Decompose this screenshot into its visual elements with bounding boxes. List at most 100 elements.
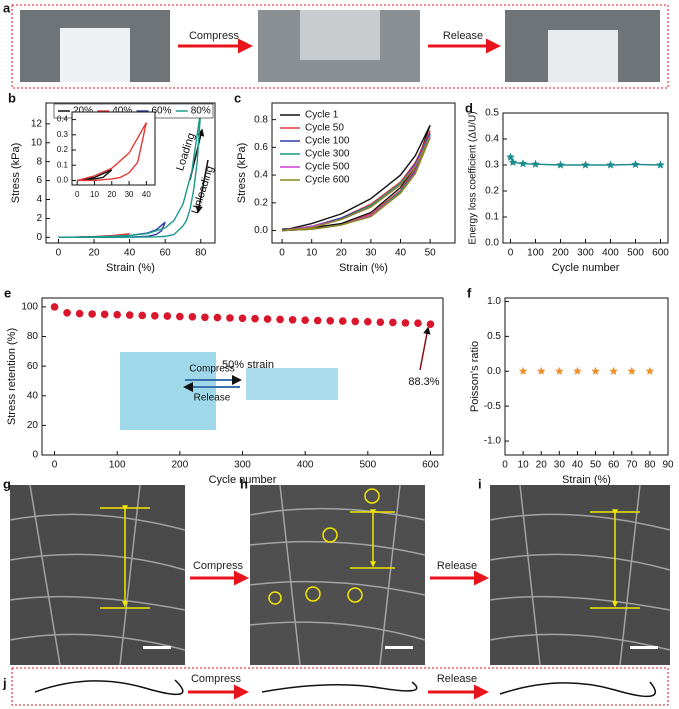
x-tick-label: 0 <box>52 460 58 471</box>
y-tick-label: 0.4 <box>57 115 69 124</box>
chart: 0 10 20 30 40 50 0.0 0.2 0.4 0.6 0.8 Strain (%) Stre… <box>234 90 456 274</box>
data-point <box>238 314 247 323</box>
legend-label: Cycle 600 <box>305 175 350 186</box>
x-tick-label: 40 <box>142 190 151 199</box>
annotation: 88.3% <box>408 376 439 388</box>
legend-label: Cycle 50 <box>305 123 344 134</box>
data-point <box>100 310 109 319</box>
legend-label: Cycle 500 <box>305 162 350 173</box>
x-tick-label: 70 <box>626 460 638 471</box>
legend-label: 60% <box>152 106 172 117</box>
data-point <box>401 319 410 327</box>
y-axis-label: Stress (kPa) <box>236 143 248 204</box>
x-tick-label: 50 <box>425 248 437 259</box>
data-point <box>591 366 600 375</box>
y-tick-label: -1.0 <box>484 436 502 447</box>
y-tick-label: 0 <box>32 450 38 461</box>
x-tick-label: 20 <box>88 248 100 259</box>
x-tick-label: 60 <box>160 248 172 259</box>
data-point <box>609 366 618 375</box>
legend-label: Cycle 100 <box>305 136 350 147</box>
data-point <box>518 366 528 375</box>
data-point <box>508 157 518 167</box>
x-tick-label: 30 <box>125 190 134 199</box>
x-tick-label: 400 <box>297 460 314 471</box>
chart: 0 100 200 300 400 500 600 0.0 0.1 0.2 0.3 0.4 0.5 Cyc… <box>465 100 669 273</box>
x-tick-label: 10 <box>90 190 99 199</box>
panel-label: h <box>240 476 248 491</box>
legend-label: 80% <box>191 106 211 117</box>
panel-label: f <box>467 285 472 300</box>
data-point <box>531 159 540 168</box>
data-point <box>656 160 665 169</box>
plot-frame <box>502 112 669 244</box>
chart: 0 100 200 300 400 500 600 0 20 40 60 80 100 Cycle num… <box>4 285 444 486</box>
y-tick-label: 6 <box>36 175 42 186</box>
data-point <box>176 312 184 321</box>
sem-images <box>9 484 671 666</box>
series-line <box>77 169 113 182</box>
x-axis-label: Strain (%) <box>106 262 155 274</box>
x-tick-label: 200 <box>172 460 189 471</box>
x-tick-label: 0 <box>279 248 285 259</box>
step-label: Release <box>437 560 477 572</box>
step-label: Compress <box>189 30 240 42</box>
y-tick-label: 0.0 <box>487 366 501 377</box>
photo-press <box>300 10 380 60</box>
y-tick-label: 0.8 <box>254 114 268 125</box>
x-tick-label: 90 <box>662 460 674 471</box>
x-tick-label: 20 <box>536 460 548 471</box>
x-tick-label: 500 <box>359 460 376 471</box>
fiber-sketch <box>34 679 656 698</box>
photo-sample <box>60 28 130 82</box>
x-tick-label: 30 <box>554 460 566 471</box>
y-tick-label: 0.2 <box>254 197 268 208</box>
x-tick-label: 50 <box>590 460 602 471</box>
x-tick-label: 200 <box>552 248 569 259</box>
x-tick-label: 500 <box>627 248 644 259</box>
y-tick-label: 4 <box>36 194 42 205</box>
x-tick-label: 80 <box>644 460 656 471</box>
y-tick-label: 80 <box>27 331 39 342</box>
y-tick-label: 0.2 <box>57 145 69 154</box>
panel-label: d <box>465 100 473 115</box>
data-point <box>88 310 96 318</box>
series-line <box>282 137 431 232</box>
panel-label: e <box>4 285 11 300</box>
data-point <box>389 318 397 327</box>
y-tick-label: 0.2 <box>485 186 499 197</box>
x-tick-label: 600 <box>652 248 669 259</box>
data-point <box>556 160 565 169</box>
y-tick-label: 0.5 <box>485 108 499 119</box>
data-point <box>338 317 347 325</box>
x-tick-label: 0 <box>508 248 514 259</box>
y-tick-label: 0 <box>36 232 42 243</box>
panel-label: g <box>3 476 11 491</box>
diagram-label: Release <box>194 393 231 404</box>
plot-frame <box>45 102 216 244</box>
legend-label: 40% <box>112 106 132 117</box>
y-tick-label: -0.5 <box>484 401 502 412</box>
y-tick-label: 0.5 <box>487 331 501 342</box>
y-tick-label: 0.0 <box>485 238 499 249</box>
x-tick-label: 60 <box>608 460 620 471</box>
data-point <box>63 309 71 317</box>
panel-label: b <box>8 90 16 105</box>
y-tick-label: 0.1 <box>485 212 499 223</box>
data-point <box>631 159 640 169</box>
data-point <box>426 320 435 329</box>
data-point <box>364 317 372 326</box>
x-tick-label: 20 <box>107 190 116 199</box>
data-point <box>201 313 209 322</box>
compression-diagram <box>120 352 338 430</box>
data-point <box>125 311 134 319</box>
data-point <box>251 314 259 323</box>
x-axis-label: Cycle number <box>209 474 277 486</box>
legend-label: Cycle 1 <box>305 110 339 121</box>
data-point <box>301 316 309 325</box>
annotation-arrow <box>419 326 431 371</box>
annotation-arrow <box>195 159 209 214</box>
x-tick-label: 80 <box>195 248 207 259</box>
data-point <box>606 160 615 169</box>
x-tick-label: 400 <box>602 248 619 259</box>
